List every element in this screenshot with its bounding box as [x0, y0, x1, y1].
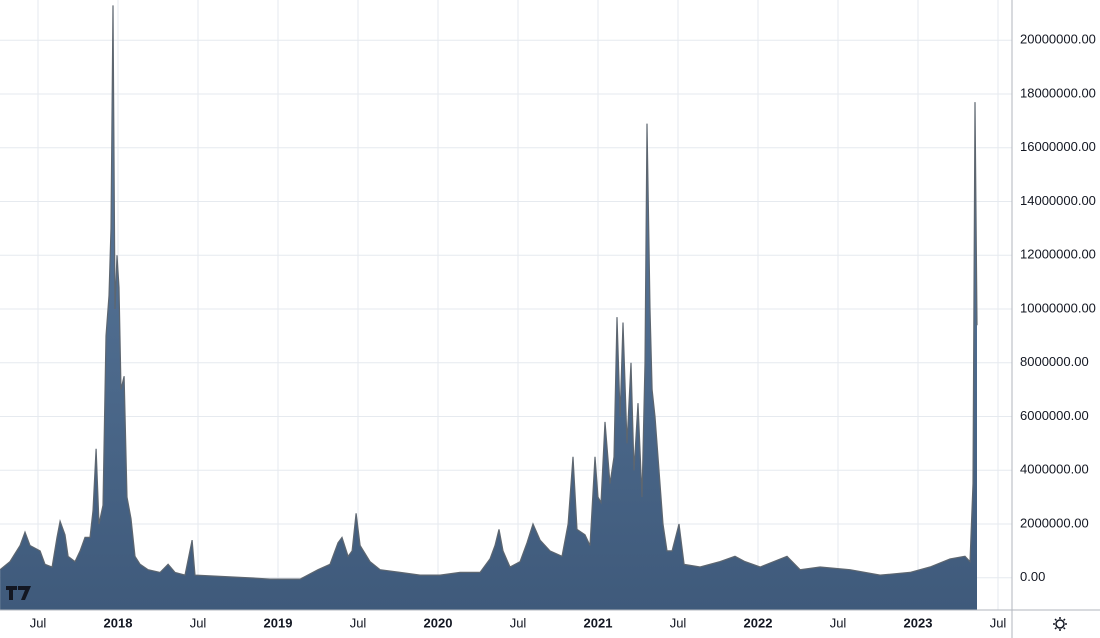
area-fill	[0, 5, 978, 610]
x-tick-label: 2023	[904, 615, 933, 630]
y-tick-label: 14000000.00	[1020, 193, 1096, 208]
x-tick-label: Jul	[670, 615, 687, 630]
y-tick-label: 2000000.00	[1020, 515, 1089, 530]
y-tick-label: 12000000.00	[1020, 247, 1096, 262]
x-tick-label: 2019	[264, 615, 293, 630]
y-tick-label: 6000000.00	[1020, 408, 1089, 423]
x-tick-label: 2022	[744, 615, 773, 630]
x-tick-label: Jul	[990, 615, 1007, 630]
tv-logo	[6, 586, 31, 600]
y-tick-label: 8000000.00	[1020, 354, 1089, 369]
y-tick-label: 0.00	[1020, 569, 1045, 584]
settings-button[interactable]	[1053, 617, 1067, 631]
x-tick-label: 2021	[584, 615, 613, 630]
x-tick-label: Jul	[350, 615, 367, 630]
x-tick-label: Jul	[30, 615, 47, 630]
y-tick-label: 16000000.00	[1020, 139, 1096, 154]
y-tick-label: 10000000.00	[1020, 300, 1096, 315]
x-tick-label: Jul	[830, 615, 847, 630]
y-tick-label: 18000000.00	[1020, 85, 1096, 100]
x-tick-label: 2018	[104, 615, 133, 630]
y-tick-label: 4000000.00	[1020, 462, 1089, 477]
y-tick-label: 20000000.00	[1020, 32, 1096, 47]
x-tick-label: 2020	[424, 615, 453, 630]
area-line	[0, 5, 978, 580]
x-tick-label: Jul	[190, 615, 207, 630]
x-tick-label: Jul	[510, 615, 527, 630]
